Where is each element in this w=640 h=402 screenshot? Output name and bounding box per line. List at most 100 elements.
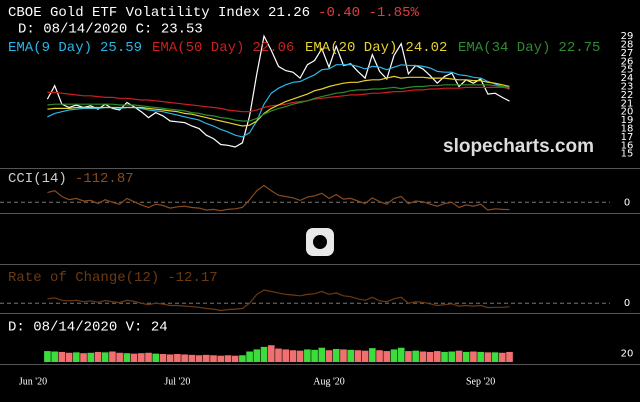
y-tick-label: 29 — [621, 31, 634, 42]
volume-bar — [58, 351, 66, 362]
icon-hole — [313, 235, 327, 249]
indicator-value: -112.87 — [75, 171, 134, 187]
volume-bar — [224, 355, 232, 362]
indicator-value: -12.17 — [167, 270, 217, 286]
cursor-readout: D: 08/14/2020 C: 23.53 — [18, 22, 203, 38]
legend-name: EMA(20 Day) — [305, 40, 397, 56]
volume-bar — [44, 351, 51, 362]
volume-bar — [405, 351, 412, 362]
price-change: -0.40 -1.85% — [318, 5, 419, 21]
volume-bar — [484, 352, 492, 362]
volume-bar — [174, 354, 181, 362]
volume-bar — [260, 346, 268, 362]
volume-bar — [506, 351, 513, 362]
y-tick-label: 23 — [621, 82, 634, 93]
legend-entry: EMA(50 Day) 22.06 — [152, 40, 294, 56]
y-tick-label: 18 — [621, 124, 634, 135]
volume-bar — [116, 352, 123, 362]
volume-bar — [246, 351, 253, 362]
legend-name: EMA(34 Day) — [458, 40, 550, 56]
volume-bar — [498, 352, 506, 362]
cci-label: CCI(14) -112.87 — [8, 171, 134, 187]
volume-bar — [397, 347, 405, 362]
volume-bar — [65, 352, 73, 362]
volume-bar — [383, 351, 391, 362]
volume-bar — [80, 353, 87, 362]
volume-bar — [304, 349, 311, 362]
loading-icon — [306, 228, 334, 256]
y-tick-label: 0 — [624, 298, 630, 309]
volume-bar — [73, 352, 80, 362]
y-tick-label: 26 — [621, 56, 634, 67]
volume-bar — [347, 349, 354, 362]
volume-bar — [217, 355, 225, 362]
y-tick-label: 25 — [621, 65, 634, 76]
last-price: 21.26 — [268, 5, 310, 21]
volume-bar — [231, 355, 239, 362]
y-tick-label: 27 — [621, 48, 634, 59]
volume-bar — [101, 352, 109, 362]
series-line — [47, 184, 510, 212]
volume-bar — [137, 353, 145, 362]
legend-name: EMA(9 Day) — [8, 40, 92, 56]
y-tick-label: 24 — [621, 73, 634, 84]
volume-bar — [470, 351, 477, 362]
volume-bar — [188, 354, 196, 362]
indicator-title: CCI(14) — [8, 171, 67, 187]
x-tick-label: Jun '20 — [19, 376, 47, 387]
volume-bar — [369, 348, 376, 362]
volume-bar — [195, 355, 203, 362]
volume-bar — [441, 351, 448, 362]
y-tick-label: 16 — [621, 140, 634, 151]
volume-bar — [166, 354, 174, 362]
legend-entry: EMA(20 Day) 24.02 — [305, 40, 447, 56]
legend-value: 22.75 — [558, 40, 600, 56]
y-tick-label: 17 — [621, 132, 634, 143]
legend-name: EMA(50 Day) — [152, 40, 244, 56]
volume-bar — [491, 352, 499, 362]
volume-bar — [311, 349, 318, 362]
legend-value: 24.02 — [405, 40, 447, 56]
indicator-title: Rate of Change(12) — [8, 270, 159, 286]
volume-bar — [462, 351, 470, 362]
volume-bar — [181, 354, 188, 362]
volume-bar — [109, 351, 116, 362]
y-tick-label: 20 — [621, 107, 634, 118]
plots — [0, 34, 610, 362]
series-line — [47, 75, 510, 127]
y-tick-label: 15 — [621, 149, 634, 160]
volume-label: D: 08/14/2020 V: 24 — [8, 320, 168, 336]
y-tick-label: 20 — [621, 349, 634, 360]
volume-bar — [94, 351, 102, 362]
y-tick-label: 22 — [621, 90, 634, 101]
volume-bar — [340, 349, 347, 362]
volume-bar — [390, 349, 398, 362]
panel-borders — [0, 168, 640, 365]
volume-bar — [289, 350, 297, 362]
volume-bar — [152, 353, 160, 362]
volume-bar — [426, 351, 434, 362]
y-tick-label: 19 — [621, 115, 634, 126]
y-tick-label: 0 — [624, 197, 630, 208]
volume-bar — [477, 351, 484, 362]
title-line: CBOE Gold ETF Volatility Index 21.26 -0.40… — [8, 5, 419, 21]
volume-bar — [296, 350, 304, 362]
volume-bar — [210, 355, 217, 362]
volume-bar — [253, 349, 261, 362]
volume-bar — [434, 351, 441, 362]
volume-bar — [282, 349, 290, 362]
volume-bar — [275, 348, 282, 362]
legend-entry: EMA(34 Day) 22.75 — [458, 40, 600, 56]
volume-bar — [376, 350, 383, 362]
x-tick-label: Aug '20 — [313, 376, 345, 387]
legend-entry: EMA(9 Day) 25.59 — [8, 40, 142, 56]
roc-label: Rate of Change(12) -12.17 — [8, 270, 218, 286]
y-tick-label: 28 — [621, 40, 634, 51]
volume-bar — [145, 352, 152, 362]
watermark: slopecharts.com — [443, 136, 594, 157]
volume-bar — [412, 350, 419, 362]
volume-bar — [361, 350, 369, 362]
y-tick-label: 21 — [621, 98, 634, 109]
